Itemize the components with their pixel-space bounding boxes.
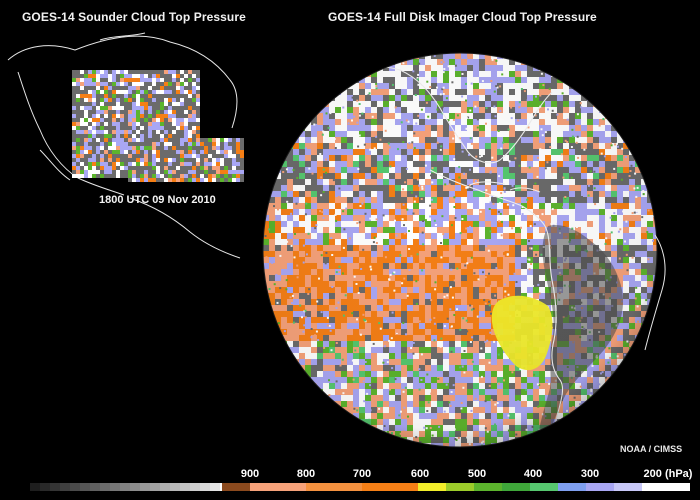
imager-title: GOES-14 Full Disk Imager Cloud Top Press… [328,10,597,24]
colorbar-label-800: 800 [296,468,316,480]
sounder-cloud-field [72,70,244,182]
timestamp: 1800 UTC 09 Nov 2010 [99,194,216,206]
full-disk-panel [262,52,658,448]
credit-label: NOAA / CIMSS [620,444,683,454]
colorbar-label-700: 700 [352,468,372,480]
colorbar-label-200: 200 (hPa) [643,468,693,480]
coastline-outline-left [7,32,241,259]
colorbar-label-500: 500 [467,468,487,480]
colorbar-label-900: 900 [240,468,260,480]
colorbar-label-400: 400 [523,468,543,480]
colorbar-label-300: 300 [580,468,600,480]
sounder-panel [7,32,244,259]
colorbar-label-600: 600 [410,468,430,480]
cloud-top-pressure-imagery [7,32,666,448]
sounder-title: GOES-14 Sounder Cloud Top Pressure [22,10,246,24]
pressure-colorbar [30,483,690,491]
coastline-outline-right [644,234,666,351]
